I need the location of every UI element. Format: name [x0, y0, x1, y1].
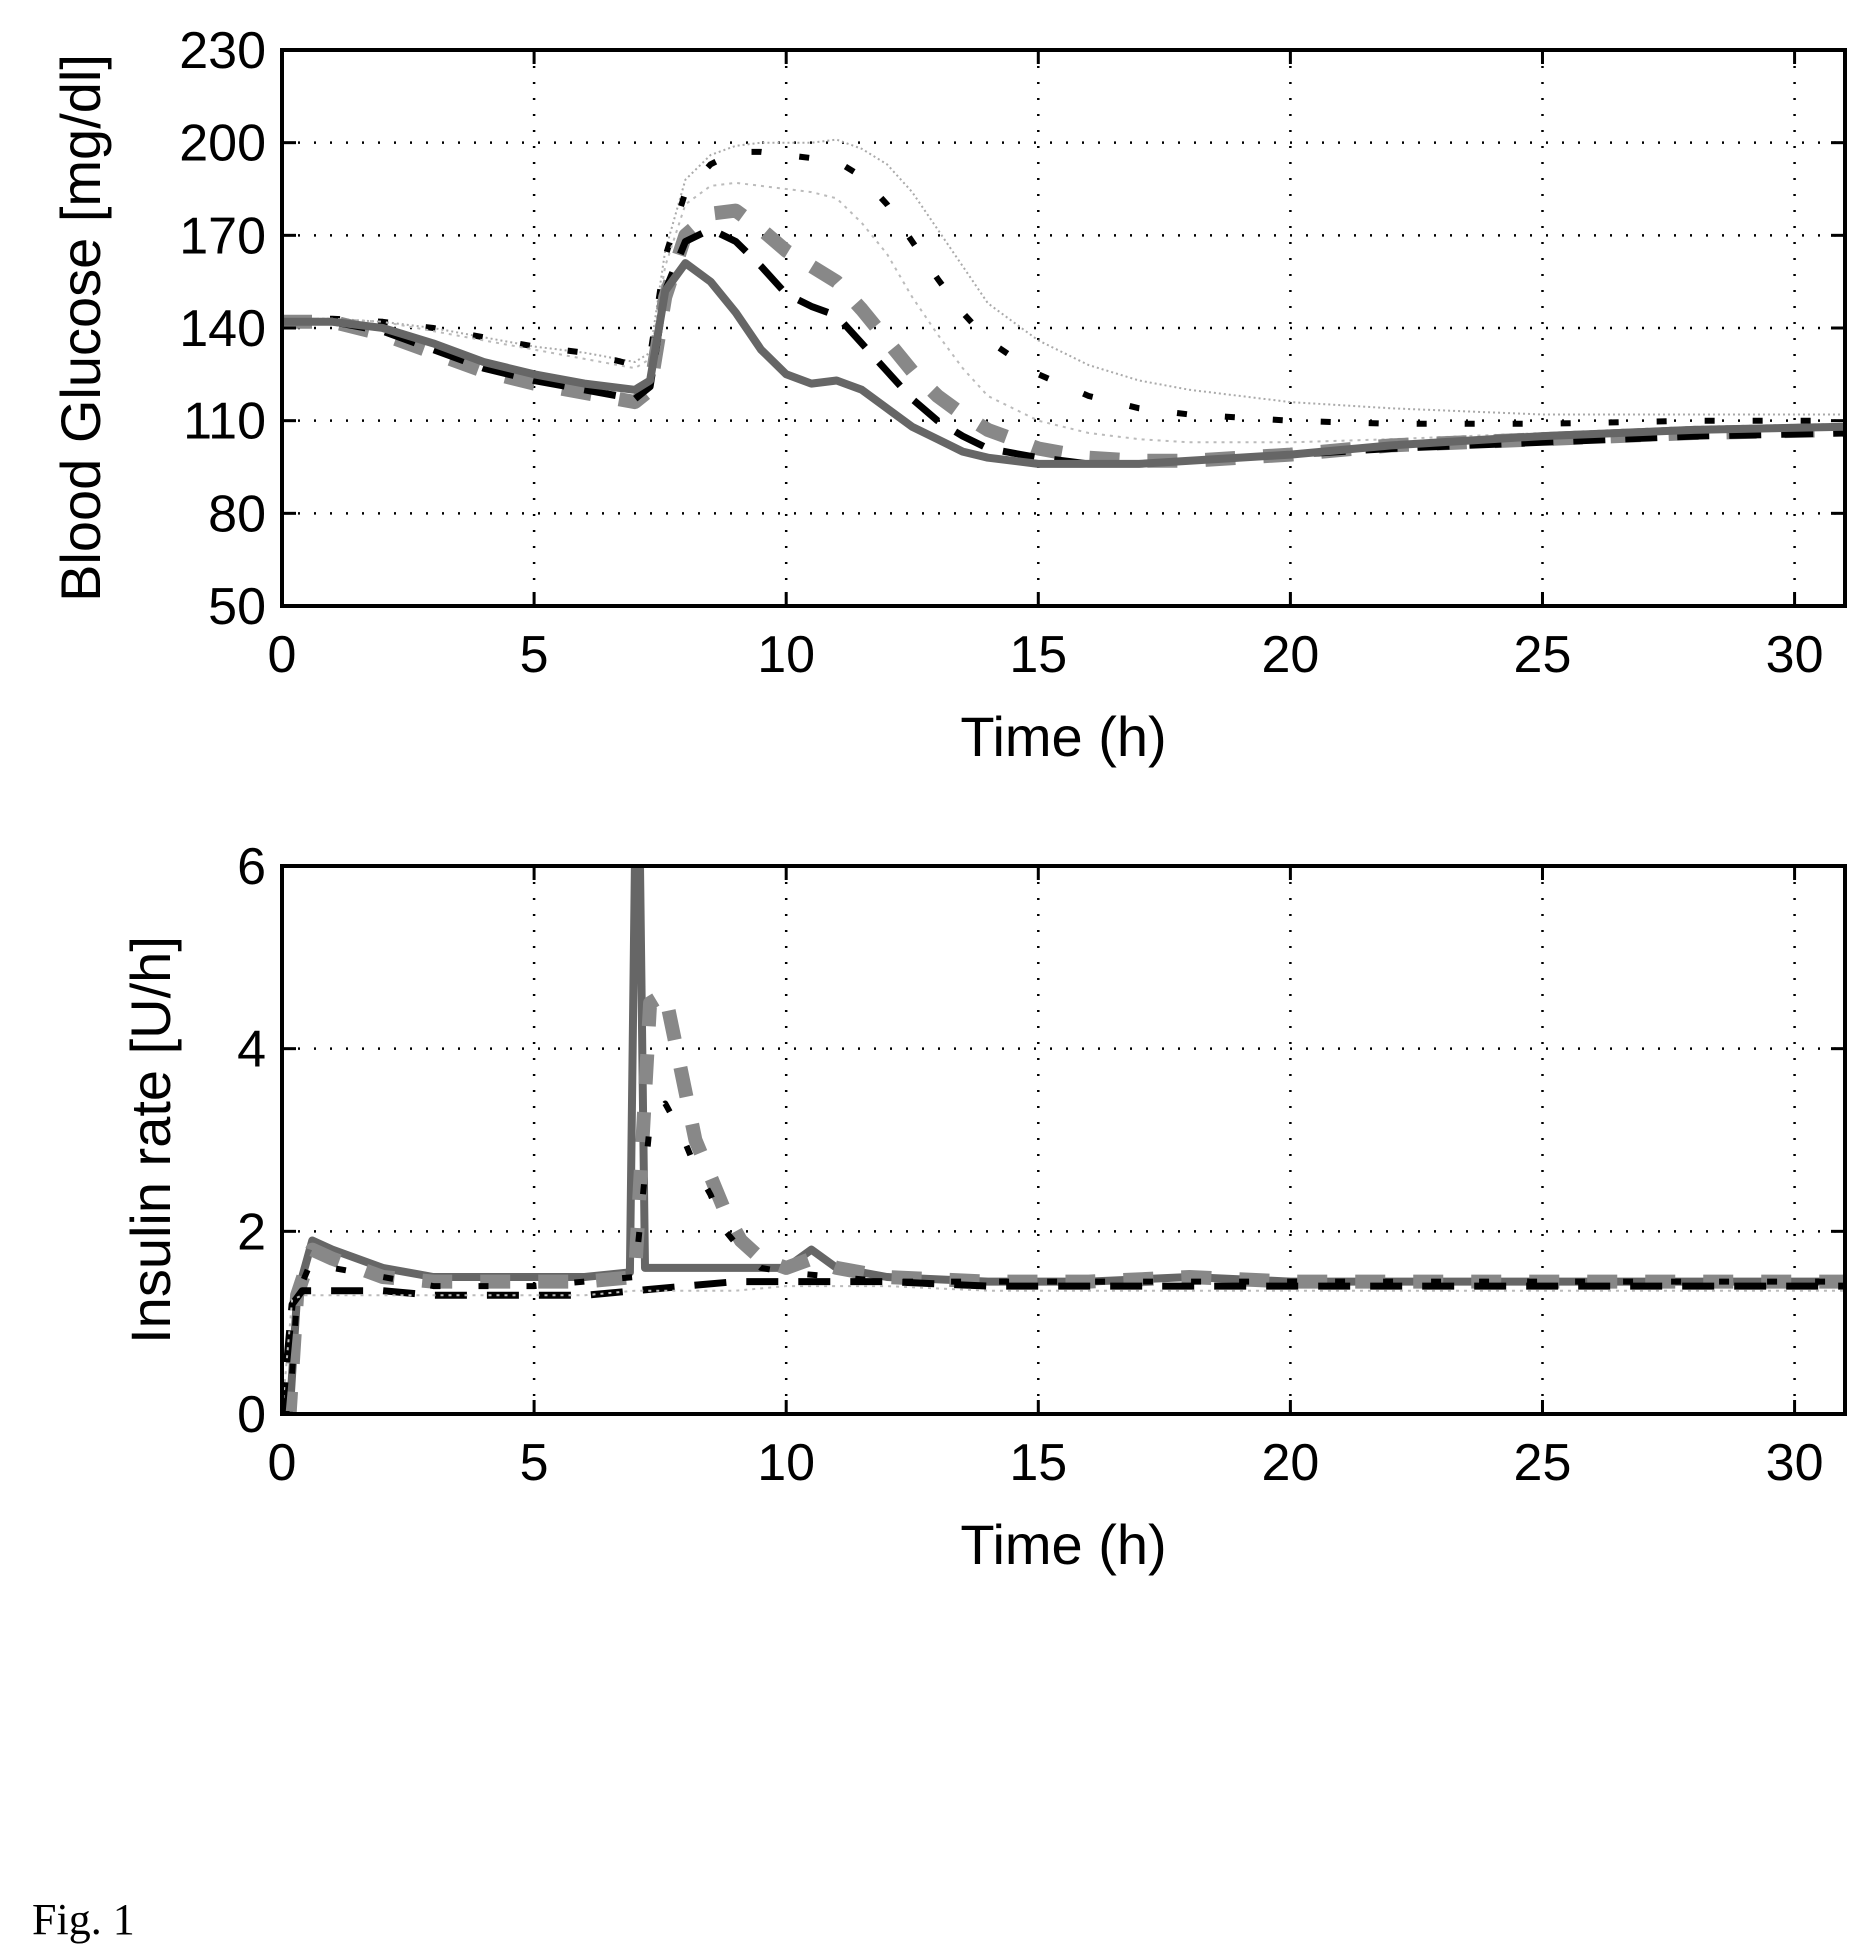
x-tick-label: 20: [1261, 1434, 1319, 1492]
x-tick-label: 15: [1009, 1434, 1067, 1492]
y-tick-label: 80: [208, 485, 266, 543]
series-line-4: [282, 1278, 1845, 1414]
y-tick-label: 170: [179, 207, 266, 265]
y-tick-label: 0: [237, 1386, 266, 1444]
series-line-1: [282, 138, 1845, 416]
y-tick-label: 200: [179, 115, 266, 173]
x-tick-label: 25: [1514, 626, 1572, 684]
series-line-4: [282, 203, 1845, 468]
series-line-2: [282, 986, 1845, 1414]
insulin-rate-chart: Insulin rate [U/h] Time (h) 0 5 10 15 20 25 30…: [119, 838, 1847, 1576]
y-axis-label: Insulin rate [U/h]: [119, 936, 182, 1344]
y-tick-label: 140: [179, 300, 266, 358]
series-line-1: [282, 866, 1845, 1414]
x-tick-label: 10: [757, 626, 815, 684]
plot-frame: [280, 864, 1847, 1416]
y-tick-label: 6: [237, 838, 266, 896]
series-line-3: [282, 1100, 1845, 1414]
x-tick-label: 5: [520, 626, 549, 684]
series-group: [282, 138, 1845, 468]
x-tick-label: 0: [268, 1434, 297, 1492]
y-tick-label: 50: [208, 578, 266, 636]
blood-glucose-chart: Blood Glucose [mg/dl] Time (h) 0 5 10 15 20 2…: [49, 22, 1847, 768]
series-line-5: [282, 1285, 1845, 1414]
x-tick-label: 25: [1514, 1434, 1572, 1492]
y-tick-label: 110: [183, 393, 266, 451]
y-tick-label: 4: [237, 1021, 266, 1079]
x-tick-label: 30: [1766, 1434, 1824, 1492]
x-tick-label: 5: [520, 1434, 549, 1492]
series-group: [282, 866, 1845, 1414]
y-tick-label: 2: [237, 1203, 266, 1261]
x-tick-label: 10: [757, 1434, 815, 1492]
x-axis-label: Time (h): [960, 1513, 1166, 1576]
x-tick-label: 20: [1261, 626, 1319, 684]
series-line-6: [282, 259, 1845, 468]
x-tick-label: 0: [268, 626, 297, 684]
x-tick-label: 30: [1766, 626, 1824, 684]
figure-caption: Fig. 1: [32, 1895, 135, 1944]
x-tick-label: 15: [1009, 626, 1067, 684]
series-line-5: [282, 225, 1845, 468]
y-tick-label: 230: [179, 22, 266, 80]
series-line-3: [282, 181, 1845, 444]
series-line-2: [282, 148, 1845, 427]
x-axis-label: Time (h): [960, 705, 1166, 768]
y-axis-label: Blood Glucose [mg/dl]: [49, 54, 112, 602]
